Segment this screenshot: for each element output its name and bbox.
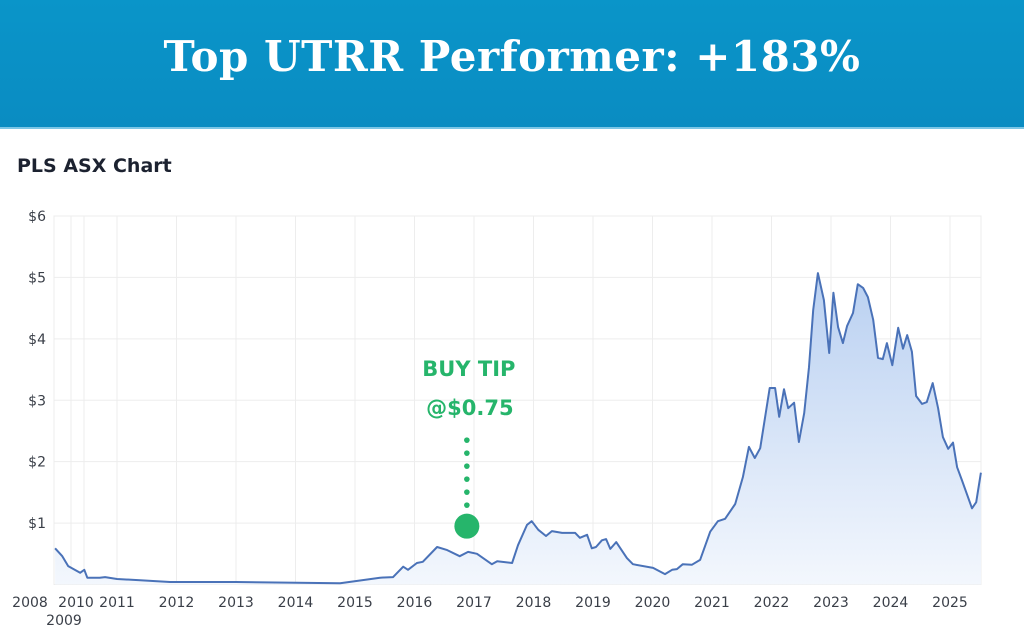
y-tick-label: $6 [28,209,46,225]
x-axis: 2008 2009 2010 2011 2012 2013 2014 2015 2016 2017… [12,595,968,629]
buy-price-label: @$0.75 [426,396,513,420]
x-tick-label: 2010 [58,595,94,611]
dotted-connector-dot [464,463,470,469]
x-tick-label: 2012 [159,595,195,611]
buy-tip-annotation: BUY TIP @$0.75 [422,357,515,539]
dotted-connector-dot [464,450,470,456]
y-tick-label: $2 [28,455,46,471]
x-tick-label: 2023 [813,595,849,611]
price-line [54,272,982,585]
header-banner: Top UTRR Performer: +183% [0,0,1024,129]
y-axis: $1 $2 $3 $4 $5 $6 [28,209,46,532]
x-tick-label: 2016 [397,595,433,611]
x-tick-label: 2009 [46,613,82,629]
x-tick-label: 2011 [99,595,135,611]
price-area [55,273,981,585]
buy-point-marker [454,513,480,539]
x-tick-label: 2025 [932,595,968,611]
dotted-connector-dot [464,476,470,482]
x-tick-label: 2018 [516,595,552,611]
y-tick-label: $4 [28,332,46,348]
chart-title: PLS ASX Chart [17,155,172,177]
y-tick-label: $5 [28,270,46,286]
y-tick-label: $3 [28,393,46,409]
x-tick-label: 2013 [218,595,254,611]
x-tick-label: 2024 [873,595,909,611]
buy-tip-label: BUY TIP [422,357,515,381]
x-tick-label: 2014 [278,595,314,611]
x-tick-label: 2021 [694,595,730,611]
y-tick-label: $1 [28,516,46,532]
banner-title: Top UTRR Performer: +183% [163,32,861,81]
x-tick-label: 2017 [456,595,492,611]
dotted-connector-dot [464,437,470,443]
x-tick-label: 2015 [337,595,373,611]
x-tick-label: 2019 [575,595,611,611]
dotted-connector-dot [464,502,470,508]
x-tick-label: 2008 [12,595,48,611]
x-tick-label: 2022 [754,595,790,611]
x-tick-label: 2020 [635,595,671,611]
dotted-connector-dot [464,489,470,495]
